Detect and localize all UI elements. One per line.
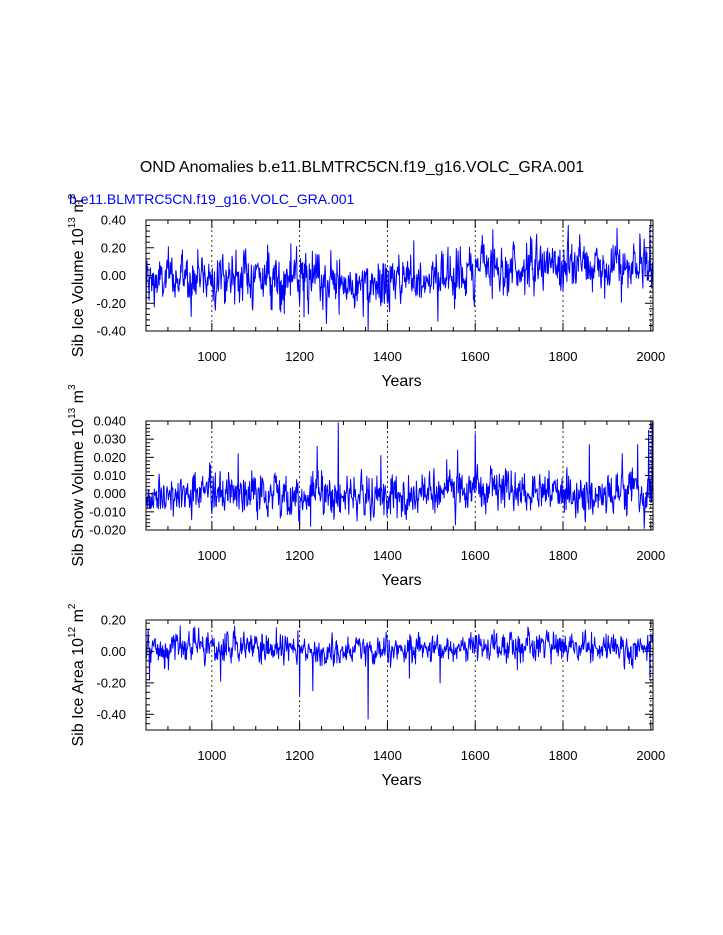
x-tick-label: 1400: [373, 548, 402, 563]
series-line-sib-snow-volume: [145, 422, 654, 529]
x-tick-label: 1200: [285, 748, 314, 763]
y-tick-label: 0.40: [101, 213, 126, 228]
x-tick-label: 1600: [461, 748, 490, 763]
x-tick-label: 1000: [197, 548, 226, 563]
x-axis-label: Years: [381, 572, 421, 589]
x-tick-label: 1400: [373, 349, 402, 364]
y-axis-label: Sib Ice Area 1012 m2: [67, 603, 87, 746]
y-tick-label: 0.20: [101, 240, 126, 255]
x-tick-label: 2000: [636, 748, 665, 763]
x-tick-label: 1800: [549, 748, 578, 763]
x-tick-label: 1000: [197, 748, 226, 763]
x-tick-label: 1600: [461, 548, 490, 563]
y-tick-label: 0.010: [93, 468, 126, 483]
figure-subtitle: b.e11.BLMTRC5CN.f19_g16.VOLC_GRA.001: [69, 191, 355, 207]
y-axis-label: Sib Snow Volume 1013 m3: [67, 384, 87, 567]
y-tick-label: 0.020: [93, 450, 126, 465]
y-tick-label: -0.40: [96, 324, 126, 339]
x-tick-label: 1800: [549, 349, 578, 364]
x-tick-label: 2000: [636, 548, 665, 563]
series-line-sib-ice-area: [145, 625, 654, 720]
plot-frame: [145, 619, 654, 731]
x-axis-label: Years: [381, 772, 421, 789]
x-tick-label: 1600: [461, 349, 490, 364]
panel-sib-snow-volume: 1000 1200 1400 1600 1800 2000 -0.020 -0.010 0.00…: [67, 384, 665, 589]
y-tick-label: -0.010: [89, 504, 126, 519]
x-tick-label: 1400: [373, 748, 402, 763]
panel-sib-ice-volume: 1000 1200 1400 1600 1800 2000 -0.40 -0.20 0.00 0.…: [67, 193, 665, 390]
figure-title: OND Anomalies b.e11.BLMTRC5CN.f19_g16.VO…: [140, 159, 584, 176]
panel-sib-ice-area: 1000 1200 1400 1600 1800 2000 -0.40 -0.20 0.00 0.…: [67, 603, 665, 789]
y-tick-label: -0.20: [96, 296, 126, 311]
y-tick-label: 0.00: [101, 268, 126, 283]
y-tick-label: 0.20: [101, 613, 126, 628]
y-tick-label: 0.040: [93, 414, 126, 429]
y-axis-label: Sib Ice Volume 1013 m3: [67, 193, 87, 357]
y-tick-label: 0.030: [93, 432, 126, 447]
y-tick-label: -0.20: [96, 675, 126, 690]
x-tick-label: 1000: [197, 349, 226, 364]
x-tick-label: 1200: [285, 548, 314, 563]
y-tick-label: -0.40: [96, 707, 126, 722]
x-tick-label: 1200: [285, 349, 314, 364]
x-tick-label: 1800: [549, 548, 578, 563]
series-line-sib-ice-volume: [145, 225, 654, 331]
y-tick-label: -0.020: [89, 523, 126, 538]
x-axis-label: Years: [381, 373, 421, 390]
y-tick-label: 0.000: [93, 486, 126, 501]
y-tick-label: 0.00: [101, 644, 126, 659]
x-tick-label: 2000: [636, 349, 665, 364]
